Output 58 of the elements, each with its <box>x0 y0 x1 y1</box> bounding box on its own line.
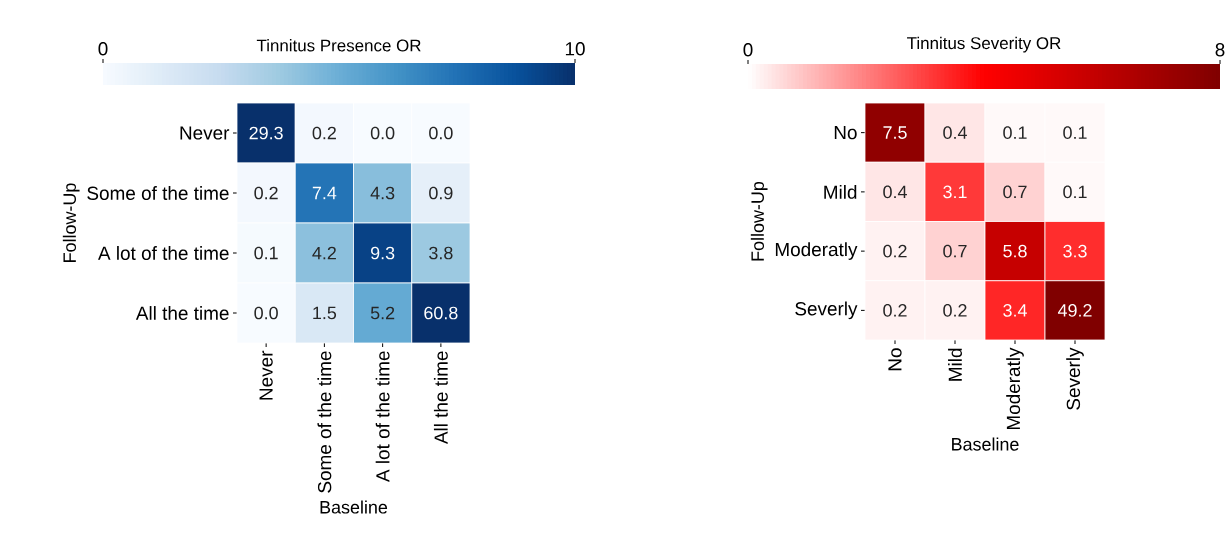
data-label: 60.8 <box>424 306 458 320</box>
data-label: 3.1 <box>943 185 967 199</box>
data-label: 3.4 <box>1003 304 1027 317</box>
data-label: 29.3 <box>249 126 283 140</box>
data-label: 0.2 <box>312 126 336 140</box>
x-tick-label: Some of the time <box>317 351 332 493</box>
data-label: 0.9 <box>429 186 453 200</box>
y-axis-title: Follow-Up <box>750 181 768 261</box>
data-label: 49.2 <box>1057 304 1092 317</box>
color-bar-label: 0 <box>98 42 108 56</box>
data-label: 0.2 <box>254 186 278 200</box>
data-label: 3.3 <box>1063 244 1087 258</box>
x-tick-label: No <box>888 348 902 371</box>
data-label: 0.2 <box>883 244 907 258</box>
data-label: 0.0 <box>370 126 395 140</box>
data-label: 1.5 <box>313 306 337 320</box>
data-label: 0.4 <box>943 126 967 139</box>
y-tick-label: Mild <box>824 184 857 199</box>
data-label: 3.8 <box>429 246 453 260</box>
data-label: 0.7 <box>943 244 967 258</box>
data-label: 4.2 <box>312 246 336 260</box>
color-bar-label: 0 <box>743 43 753 57</box>
data-label: 0.1 <box>1063 185 1087 199</box>
x-tick-label: Severly <box>1066 347 1084 410</box>
y-tick-label: Some of the time <box>87 186 229 200</box>
y-tick-label: Moderatly <box>775 242 858 260</box>
data-label: 0.7 <box>1003 185 1027 199</box>
color-bar-label: 8 <box>1215 43 1225 57</box>
data-label: 5.8 <box>1003 244 1027 258</box>
x-axis-title: Baseline <box>952 437 1019 451</box>
data-label: 0.1 <box>254 246 278 260</box>
data-label: 0.2 <box>943 304 967 317</box>
color-bar-title: Tinnitus Presence OR <box>256 39 421 52</box>
data-label: 0.1 <box>1063 126 1087 139</box>
data-label: 0.0 <box>429 126 453 140</box>
x-tick-label: All the time <box>433 351 448 445</box>
data-label: 9.3 <box>371 246 395 260</box>
y-tick-label: All the time <box>135 306 229 320</box>
y-tick-label: A lot of the time <box>98 246 229 260</box>
data-label: 0.0 <box>254 306 278 320</box>
data-label: 0.2 <box>883 304 907 317</box>
data-label: 7.5 <box>883 126 907 139</box>
color-bar-label: 10 <box>565 42 585 56</box>
y-tick-label: Never <box>180 126 230 140</box>
data-label: 5.2 <box>370 306 395 320</box>
data-label: 0.4 <box>883 185 907 199</box>
data-label: 7.4 <box>312 186 337 200</box>
y-axis-title: Follow-Up <box>62 183 80 262</box>
x-tick-label: Moderatly <box>1006 347 1024 430</box>
x-tick-label: Never <box>259 350 273 400</box>
x-tick-label: Mild <box>948 348 962 381</box>
x-axis-title: Baseline <box>320 500 388 514</box>
y-tick-label: Severly <box>795 301 858 320</box>
color-bar-title: Tinnitus Severity OR <box>907 36 1061 53</box>
y-tick-label: No <box>834 126 857 140</box>
x-tick-label: A lot of the time <box>375 351 390 483</box>
data-label: 4.3 <box>370 186 395 200</box>
data-label: 0.1 <box>1003 126 1027 139</box>
